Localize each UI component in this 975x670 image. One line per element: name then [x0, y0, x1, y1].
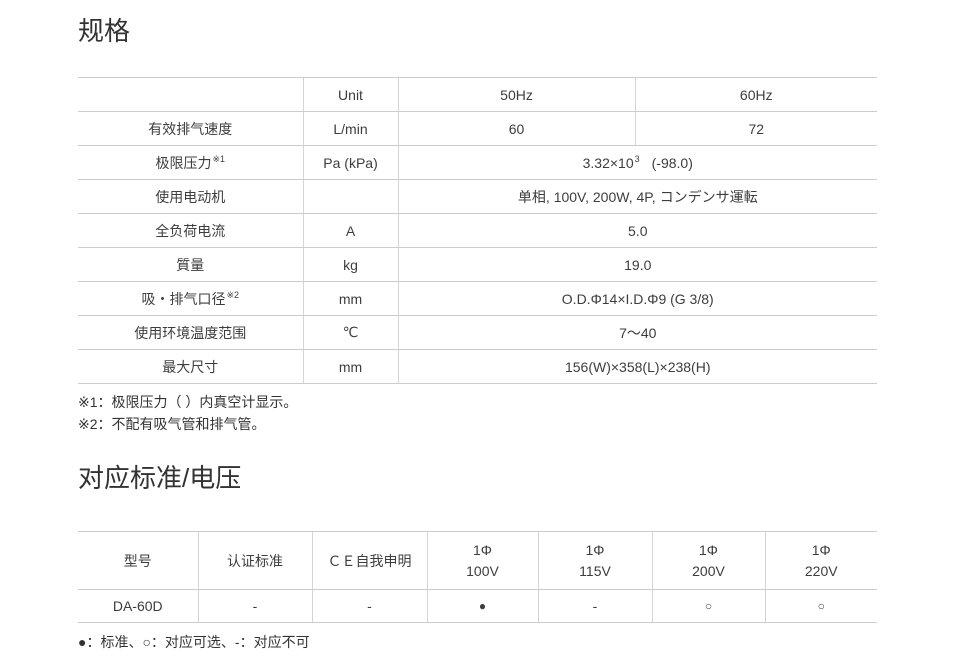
- spec-value-merged: O.D.Φ14×I.D.Φ9 (G 3/8): [397, 281, 877, 316]
- footnote-ref-2: ※2: [226, 289, 240, 300]
- spec-unit: mm: [302, 281, 398, 316]
- voltage-200v-header: 1Φ 200V: [651, 531, 765, 590]
- pressure-exponent: 3: [634, 153, 640, 164]
- spec-section-title: 规格: [78, 16, 131, 46]
- standards-data-row: DA-60D - - ● - ○ ○: [78, 589, 877, 623]
- spec-value-merged: 3.32×103 (-98.0): [397, 145, 877, 180]
- footnote-2: ※2：不配有吸气管和排气管。: [78, 416, 266, 432]
- voltage-200v-cell: ○: [651, 589, 765, 623]
- spec-header-60hz: 60Hz: [634, 77, 877, 112]
- phase-label: 1Φ: [473, 541, 492, 558]
- spec-row-port-diameter: 吸・排气口径※2 mm O.D.Φ14×I.D.Φ9 (G 3/8): [78, 281, 877, 316]
- spec-header-row: Unit 50Hz 60Hz: [78, 77, 877, 112]
- spec-unit: L/min: [302, 111, 398, 146]
- symbols-legend: ●：标准、○：对应可选、-：对应不可: [78, 634, 310, 650]
- phase-label: 1Φ: [811, 541, 831, 558]
- spec-row-ambient-temp: 使用环境温度范围 ℃ 7～40: [78, 315, 877, 350]
- spec-label-text: 吸・排气口径: [141, 290, 226, 307]
- ce-declaration-header: ＣＥ自我申明: [311, 531, 427, 590]
- standards-table: 型号 认证标准 ＣＥ自我申明 1Φ 100V 1Φ 115V 1Φ 200V 1…: [78, 531, 877, 623]
- voltage-220v-header: 1Φ 220V: [764, 531, 877, 590]
- voltage-220v-cell: ○: [764, 589, 877, 623]
- spec-unit: ℃: [302, 315, 398, 350]
- cert-standard-cell: -: [197, 589, 312, 623]
- spec-label: 全负荷电流: [78, 213, 303, 248]
- voltage-115v-cell: -: [537, 589, 652, 623]
- pressure-value-base: 3.32×10: [582, 154, 634, 171]
- pressure-value-kpa: (-98.0): [651, 154, 693, 171]
- spec-row-mass: 質量 kg 19.0: [78, 247, 877, 282]
- spec-value-merged: 单相, 100V, 200W, 4P, コンデンサ運転: [397, 179, 877, 214]
- model-cell: DA-60D: [78, 589, 198, 623]
- spec-label-text: 最大尺寸: [162, 358, 219, 375]
- voltage-label: 100V: [466, 562, 499, 579]
- voltage-label: 220V: [804, 562, 838, 579]
- spec-label: 吸・排气口径※2: [78, 281, 303, 316]
- spec-table: Unit 50Hz 60Hz 有效排气速度 L/min 60 72 极限压力※1…: [78, 77, 877, 384]
- spec-row-ultimate-pressure: 极限压力※1 Pa (kPa) 3.32×103 (-98.0): [78, 145, 877, 180]
- spec-value-merged: 5.0: [397, 213, 877, 248]
- standards-section-title: 对应标准/电压: [78, 463, 242, 493]
- spec-row-full-load-current: 全负荷电流 A 5.0: [78, 213, 877, 248]
- spec-header-unit: Unit: [302, 77, 398, 112]
- cert-standard-header: 认证标准: [197, 531, 312, 590]
- model-header: 型号: [78, 531, 198, 590]
- spec-label-text: 使用电动机: [155, 188, 226, 205]
- spec-label-text: 使用环境温度范围: [134, 324, 247, 341]
- spec-value-merged: 19.0: [397, 247, 877, 282]
- voltage-100v-header: 1Φ 100V: [426, 531, 538, 590]
- spec-row-motor: 使用电动机 单相, 100V, 200W, 4P, コンデンサ運転: [78, 179, 877, 214]
- spec-label: 极限压力※1: [78, 145, 303, 180]
- spec-label-text: 极限压力: [155, 154, 212, 171]
- phase-label: 1Φ: [585, 541, 605, 558]
- footnote-ref-1: ※1: [212, 153, 226, 164]
- spec-value-merged: 156(W)×358(L)×238(H): [397, 349, 877, 384]
- spec-label: 使用电动机: [78, 179, 303, 214]
- spec-unit: Pa (kPa): [302, 145, 398, 180]
- spec-footnotes: ※1：极限压力（ ）内真空计显示。 ※2：不配有吸气管和排气管。: [78, 391, 975, 435]
- spec-label-text: 全负荷电流: [155, 222, 226, 239]
- spec-row-exhaust-speed: 有效排气速度 L/min 60 72: [78, 111, 877, 146]
- spec-label: 使用环境温度范围: [78, 315, 303, 350]
- ce-declaration-cell: -: [311, 589, 427, 623]
- voltage-115v-header: 1Φ 115V: [537, 531, 652, 590]
- spec-value-merged: 7～40: [397, 315, 877, 350]
- spec-label: 有效排气速度: [78, 111, 303, 146]
- spec-unit: [302, 179, 398, 214]
- spec-header-blank: [78, 77, 303, 112]
- voltage-100v-cell: ●: [426, 589, 538, 623]
- standards-header-row: 型号 认证标准 ＣＥ自我申明 1Φ 100V 1Φ 115V 1Φ 200V 1…: [78, 531, 877, 590]
- spec-header-50hz: 50Hz: [397, 77, 635, 112]
- spec-unit: kg: [302, 247, 398, 282]
- spec-label: 質量: [78, 247, 303, 282]
- spec-value-50hz: 60: [397, 111, 635, 146]
- spec-label: 最大尺寸: [78, 349, 303, 384]
- footnote-1: ※1：极限压力（ ）内真空计显示。: [78, 394, 298, 410]
- voltage-label: 115V: [579, 562, 611, 579]
- spec-unit: mm: [302, 349, 398, 384]
- spec-label-text: 有效排气速度: [148, 120, 233, 137]
- phase-label: 1Φ: [699, 541, 718, 558]
- spec-label-text: 質量: [176, 256, 205, 273]
- spec-row-max-dimensions: 最大尺寸 mm 156(W)×358(L)×238(H): [78, 349, 877, 384]
- spec-value-60hz: 72: [634, 111, 877, 146]
- voltage-label: 200V: [692, 562, 725, 579]
- spec-unit: A: [302, 213, 398, 248]
